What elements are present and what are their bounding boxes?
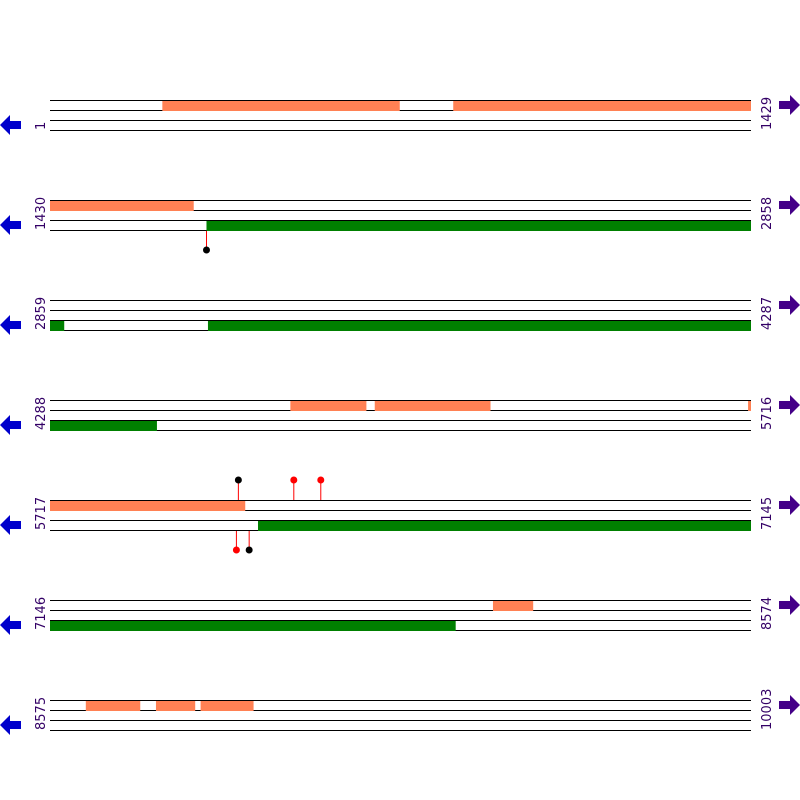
arrow-right-icon[interactable] bbox=[779, 695, 800, 715]
marker-dot[interactable] bbox=[317, 476, 325, 484]
sequence-row: 1 1429 bbox=[0, 95, 800, 135]
row-start-label: 2859 bbox=[34, 297, 49, 330]
feature-block-top[interactable] bbox=[200, 701, 254, 711]
arrow-right-icon[interactable] bbox=[779, 295, 800, 315]
arrow-left-icon[interactable] bbox=[0, 415, 21, 435]
marker-dot[interactable] bbox=[232, 546, 240, 554]
row-end-label: 2858 bbox=[760, 197, 775, 230]
arrow-left-icon[interactable] bbox=[0, 315, 21, 335]
arrow-left-icon[interactable] bbox=[0, 615, 21, 635]
row-start-label: 1 bbox=[34, 122, 49, 130]
sequence-row: 8575 10003 bbox=[0, 689, 800, 735]
feature-block-top[interactable] bbox=[748, 401, 751, 411]
row-end-label: 7145 bbox=[760, 497, 775, 530]
arrow-right-icon[interactable] bbox=[779, 195, 800, 215]
row-end-label: 4287 bbox=[760, 297, 775, 330]
row-end-label: 8574 bbox=[760, 597, 775, 630]
sequence-row: 7146 8574 bbox=[0, 595, 800, 635]
feature-block-bottom[interactable] bbox=[257, 521, 751, 531]
feature-block-bottom[interactable] bbox=[50, 421, 157, 431]
feature-block-top[interactable] bbox=[85, 701, 141, 711]
feature-block-top[interactable] bbox=[155, 701, 196, 711]
marker-dot[interactable] bbox=[202, 246, 210, 254]
feature-block-bottom[interactable] bbox=[50, 321, 65, 331]
arrow-left-icon[interactable] bbox=[0, 115, 21, 135]
sequence-row: 2859 4287 bbox=[0, 295, 800, 335]
feature-block-top[interactable] bbox=[374, 401, 491, 411]
feature-block-top[interactable] bbox=[492, 601, 534, 611]
row-end-label: 5716 bbox=[760, 397, 775, 430]
feature-block-top[interactable] bbox=[50, 201, 194, 211]
sequence-row: 4288 5716 bbox=[0, 395, 800, 435]
marker-dot[interactable] bbox=[290, 476, 298, 484]
row-start-label: 5717 bbox=[34, 497, 49, 530]
arrow-left-icon[interactable] bbox=[0, 515, 21, 535]
arrow-left-icon[interactable] bbox=[0, 715, 21, 735]
feature-block-top[interactable] bbox=[50, 501, 246, 511]
row-start-label: 7146 bbox=[34, 597, 49, 630]
arrow-left-icon[interactable] bbox=[0, 215, 21, 235]
feature-block-bottom[interactable] bbox=[50, 621, 456, 631]
arrow-right-icon[interactable] bbox=[779, 395, 800, 415]
arrow-right-icon[interactable] bbox=[779, 495, 800, 515]
arrow-right-icon[interactable] bbox=[779, 595, 800, 615]
feature-block-bottom[interactable] bbox=[207, 321, 751, 331]
feature-block-top[interactable] bbox=[162, 101, 400, 111]
marker-dot[interactable] bbox=[234, 476, 242, 484]
feature-block-top[interactable] bbox=[453, 101, 751, 111]
marker-dot[interactable] bbox=[245, 546, 253, 554]
sequence-row: 1430 2858 bbox=[0, 195, 800, 254]
row-start-label: 8575 bbox=[34, 697, 49, 730]
row-start-label: 1430 bbox=[34, 197, 49, 230]
sequence-row: 5717 7145 bbox=[0, 476, 800, 554]
feature-block-top[interactable] bbox=[290, 401, 367, 411]
row-end-label: 10003 bbox=[760, 689, 775, 730]
row-end-label: 1429 bbox=[760, 97, 775, 130]
feature-block-bottom[interactable] bbox=[206, 221, 752, 231]
row-start-label: 4288 bbox=[34, 397, 49, 430]
arrow-right-icon[interactable] bbox=[779, 95, 800, 115]
